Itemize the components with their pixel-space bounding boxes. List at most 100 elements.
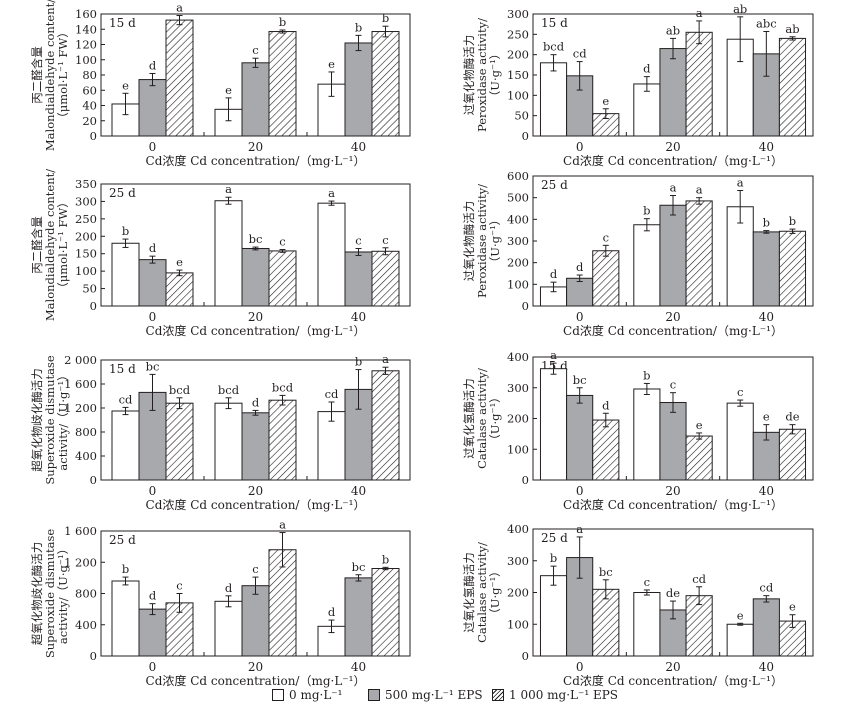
y-tick-label: 0	[522, 299, 529, 313]
bar-eps1000-cd40	[778, 230, 807, 307]
significance-letter: c	[176, 579, 182, 593]
x-axis-label: Cd浓度 Cd concentration/（mg·L⁻¹）	[146, 153, 366, 168]
x-tick-label: 20	[248, 140, 263, 154]
panel-day-label: 25 d	[109, 186, 136, 200]
bar-eps1000-cd0	[165, 602, 194, 657]
bar-eps500-cd0	[138, 259, 167, 307]
significance-letter: abc	[756, 16, 777, 30]
bar-eps1000-cd20	[685, 595, 713, 657]
y-axis-label-line: Peroxidase activity/	[475, 18, 489, 132]
y-tick-label: 50	[514, 109, 529, 123]
y-axis-label-line: 过氧化物酶活力	[462, 35, 476, 116]
significance-letter: c	[644, 575, 650, 589]
x-tick-label: 40	[351, 484, 366, 498]
x-axis-label: Cd浓度 Cd concentration/（mg·L⁻¹）	[146, 497, 366, 512]
bar-control-cd0	[111, 580, 140, 657]
panel-day-label: 15 d	[109, 362, 136, 376]
bar-eps500-cd0	[566, 277, 594, 307]
bar-control-cd20	[633, 592, 661, 657]
y-tick-label: 400	[507, 522, 529, 536]
x-tick-label: 0	[149, 484, 157, 498]
x-tick-label: 20	[665, 484, 680, 498]
y-axis-label-line: 超氧化物歧化酶活力	[30, 368, 44, 472]
bar-eps1000-cd20	[685, 31, 713, 137]
y-axis-label-line: Superoxide dismutase	[43, 355, 57, 484]
x-tick-label: 0	[576, 310, 584, 324]
significance-letter: a	[576, 522, 583, 536]
y-tick-label: 140	[75, 22, 97, 36]
y-tick-label: 800	[75, 425, 97, 439]
y-tick-label: 0	[522, 473, 529, 487]
significance-letter: b	[789, 214, 796, 228]
y-tick-label: 50	[82, 282, 97, 296]
y-tick-label: 1 200	[64, 555, 97, 569]
y-tick-label: 400	[507, 350, 529, 364]
significance-letter: e	[737, 608, 744, 622]
x-axis-label: Cd浓度 Cd concentration/（mg·L⁻¹）	[563, 497, 783, 512]
bar-eps1000-cd20	[268, 549, 297, 657]
bar-eps1000-cd40	[371, 370, 400, 481]
legend-label-eps500: 500 mg·L⁻¹ EPS	[385, 688, 483, 702]
y-axis-label-line: 过氧化氢酶活力	[462, 552, 476, 633]
significance-letter: c	[737, 385, 743, 399]
bar-eps1000-cd20	[268, 31, 297, 137]
y-axis-label-line: Catalase activity/	[475, 368, 489, 469]
significance-letter: cd	[692, 572, 706, 586]
bar-control-cd40	[726, 402, 754, 481]
panel-day-label: 15 d	[541, 16, 568, 30]
y-axis-label-line: Malondialdehyde content/	[43, 169, 57, 321]
bar-control-cd20	[214, 200, 243, 307]
bar-eps500-cd40	[752, 231, 780, 307]
significance-letter: b	[122, 224, 129, 238]
y-tick-label: 150	[507, 68, 529, 82]
bar-eps500-cd40	[344, 251, 373, 307]
y-tick-label: 100	[75, 264, 97, 278]
significance-letter: a	[550, 348, 557, 362]
significance-letter: a	[737, 176, 744, 190]
x-tick-label: 40	[759, 140, 774, 154]
x-tick-label: 40	[351, 660, 366, 674]
significance-letter: d	[149, 58, 157, 72]
bar-control-cd20	[214, 600, 243, 657]
x-axis-label: Cd浓度 Cd concentration/（mg·L⁻¹）	[563, 673, 783, 688]
y-tick-label: 2 000	[64, 353, 97, 367]
bar-eps1000-cd0	[592, 588, 620, 657]
chart-panel-4: 0 100 200 300 400 500 600 25 d 0 d d c 20 b a a 40 a b b Cd浓…	[462, 169, 814, 338]
legend-item-control: 0 mg·L⁻¹	[272, 684, 342, 706]
significance-letter: a	[279, 518, 286, 532]
y-tick-label: 60	[82, 83, 97, 97]
y-tick-label: 0	[90, 473, 97, 487]
y-tick-label: 300	[507, 7, 529, 21]
bar-control-cd40	[726, 623, 754, 657]
x-tick-label: 20	[248, 660, 263, 674]
bar-eps500-cd20	[659, 48, 687, 137]
chart-panel-7: 0 400 800 1 200 1 600 25 d 0 b d c 20 d c a 40 d bc b Cd浓度…	[30, 518, 411, 688]
panel-day-label: 25 d	[541, 531, 568, 545]
y-tick-label: 200	[507, 586, 529, 600]
legend-item-eps1000: 1 000 mg·L⁻¹ EPS	[492, 684, 618, 706]
significance-letter: bcd	[218, 383, 240, 397]
significance-letter: a	[696, 6, 703, 20]
bar-eps1000-cd0	[165, 272, 194, 307]
bar-control-cd20	[633, 388, 661, 481]
significance-letter: b	[355, 355, 362, 369]
significance-letter: c	[252, 562, 258, 576]
bar-control-cd0	[539, 62, 568, 137]
y-tick-label: 100	[507, 442, 529, 456]
y-tick-label: 800	[75, 587, 97, 601]
legend-swatch-gray	[368, 689, 380, 701]
legend-label-eps1000: 1 000 mg·L⁻¹ EPS	[509, 688, 619, 702]
panel-day-label: 25 d	[109, 533, 136, 547]
y-axis-label-line: 过氧化氢酶活力	[462, 378, 476, 459]
y-axis-label-line: activity/（U·g⁻¹）	[56, 543, 70, 644]
y-axis-label-line: （μmol·L⁻¹ FW）	[56, 196, 70, 293]
significance-letter: bcd	[169, 383, 191, 397]
y-tick-label: 0	[90, 129, 97, 143]
bar-eps1000-cd20	[685, 200, 713, 307]
bar-eps1000-cd0	[592, 250, 620, 307]
significance-letter: c	[355, 233, 361, 247]
bar-control-cd40	[317, 411, 346, 481]
significance-letter: d	[602, 398, 610, 412]
